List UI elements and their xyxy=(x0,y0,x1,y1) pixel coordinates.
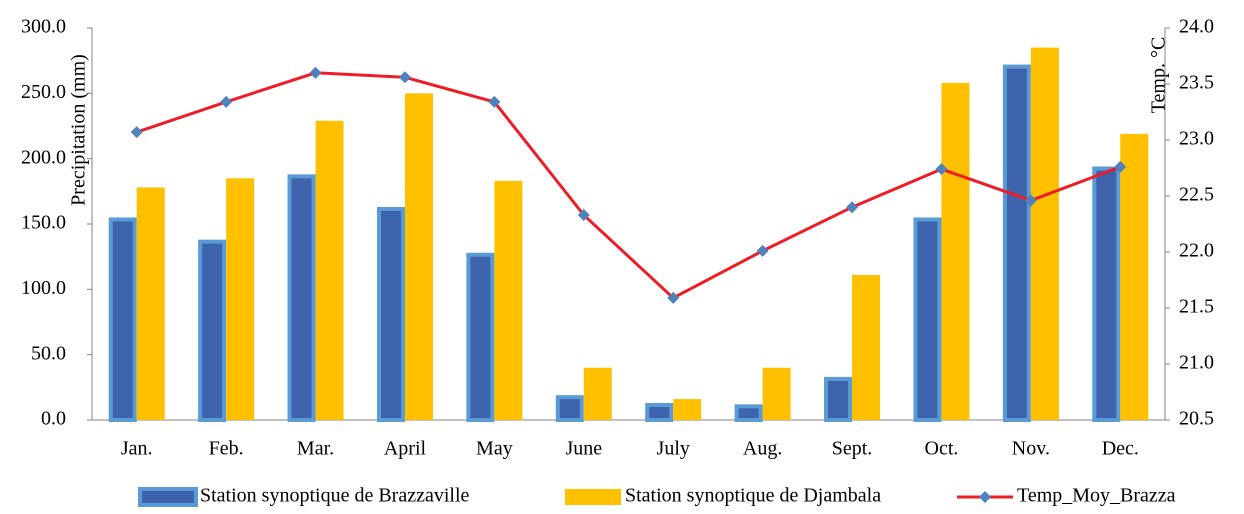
bar xyxy=(583,367,612,420)
bar xyxy=(494,180,523,420)
bar xyxy=(824,376,853,423)
x-tick-label: May xyxy=(476,438,513,460)
x-tick-label: April xyxy=(384,438,427,460)
y-tick-label: 50.0 xyxy=(31,342,66,364)
bar xyxy=(673,399,702,420)
bar xyxy=(1002,64,1031,422)
y2-tick-label: 20.5 xyxy=(1179,408,1214,430)
bar xyxy=(852,274,881,420)
marker xyxy=(1024,194,1037,207)
y2-tick-label: 22.5 xyxy=(1179,184,1214,206)
marker xyxy=(935,163,948,176)
y2-tick-label: 23.0 xyxy=(1179,128,1214,150)
y-axis-label: Precipitation (mm) xyxy=(68,54,90,206)
x-tick-label: Feb. xyxy=(209,438,244,460)
bar xyxy=(226,178,255,420)
marker xyxy=(577,209,590,222)
y2-tick-label: 21.5 xyxy=(1179,296,1214,318)
y-tick-label: 200.0 xyxy=(21,146,66,168)
bar xyxy=(136,187,165,420)
x-tick-label: Aug. xyxy=(743,438,782,460)
legend-marker xyxy=(979,491,991,503)
y2-axis-label: Temp. °C xyxy=(1148,37,1170,114)
bar xyxy=(376,207,405,422)
marker xyxy=(130,126,143,139)
bar xyxy=(404,93,433,420)
y-tick-label: 300.0 xyxy=(21,16,66,38)
marker xyxy=(667,291,680,304)
legend-swatch xyxy=(565,489,621,505)
y-tick-label: 100.0 xyxy=(21,277,66,299)
marker xyxy=(398,71,411,84)
x-tick-label: Nov. xyxy=(1012,438,1050,460)
y2-tick-label: 24.0 xyxy=(1179,16,1214,38)
bar xyxy=(734,404,763,423)
legend-label: Temp_Moy_Brazza xyxy=(1017,485,1176,507)
y2-tick-label: 22.0 xyxy=(1179,240,1214,262)
x-tick-label: Sept. xyxy=(832,438,873,460)
x-tick-label: Mar. xyxy=(297,438,334,460)
legend-swatch xyxy=(138,487,198,507)
bar xyxy=(466,252,495,422)
marker xyxy=(756,244,769,257)
y-tick-label: 250.0 xyxy=(21,81,66,103)
bar xyxy=(1030,47,1059,420)
bar xyxy=(941,82,970,420)
x-tick-label: July xyxy=(657,438,690,460)
y-tick-label: 0.0 xyxy=(41,408,66,430)
marker xyxy=(488,95,501,108)
bar xyxy=(645,403,674,423)
y2-tick-label: 21.0 xyxy=(1179,352,1214,374)
bar xyxy=(762,367,791,420)
bar xyxy=(1120,133,1149,420)
marker xyxy=(220,95,233,108)
bar xyxy=(913,217,942,422)
bar xyxy=(1092,166,1121,422)
marker xyxy=(309,66,322,79)
bar xyxy=(108,217,137,422)
legend-label: Station synoptique de Brazzaville xyxy=(200,485,469,507)
legend-label: Station synoptique de Djambala xyxy=(625,485,881,507)
marker xyxy=(846,201,859,214)
marker xyxy=(1114,160,1127,173)
x-tick-label: Jan. xyxy=(121,438,153,460)
bar xyxy=(287,174,316,422)
bar xyxy=(198,239,227,422)
x-tick-label: June xyxy=(565,438,602,460)
line xyxy=(136,71,1121,300)
y-tick-label: 150.0 xyxy=(21,212,66,234)
x-tick-label: Oct. xyxy=(925,438,959,460)
bar xyxy=(315,120,344,421)
bar xyxy=(555,395,584,423)
y2-tick-label: 23.5 xyxy=(1179,72,1214,94)
x-tick-label: Dec. xyxy=(1102,438,1139,460)
